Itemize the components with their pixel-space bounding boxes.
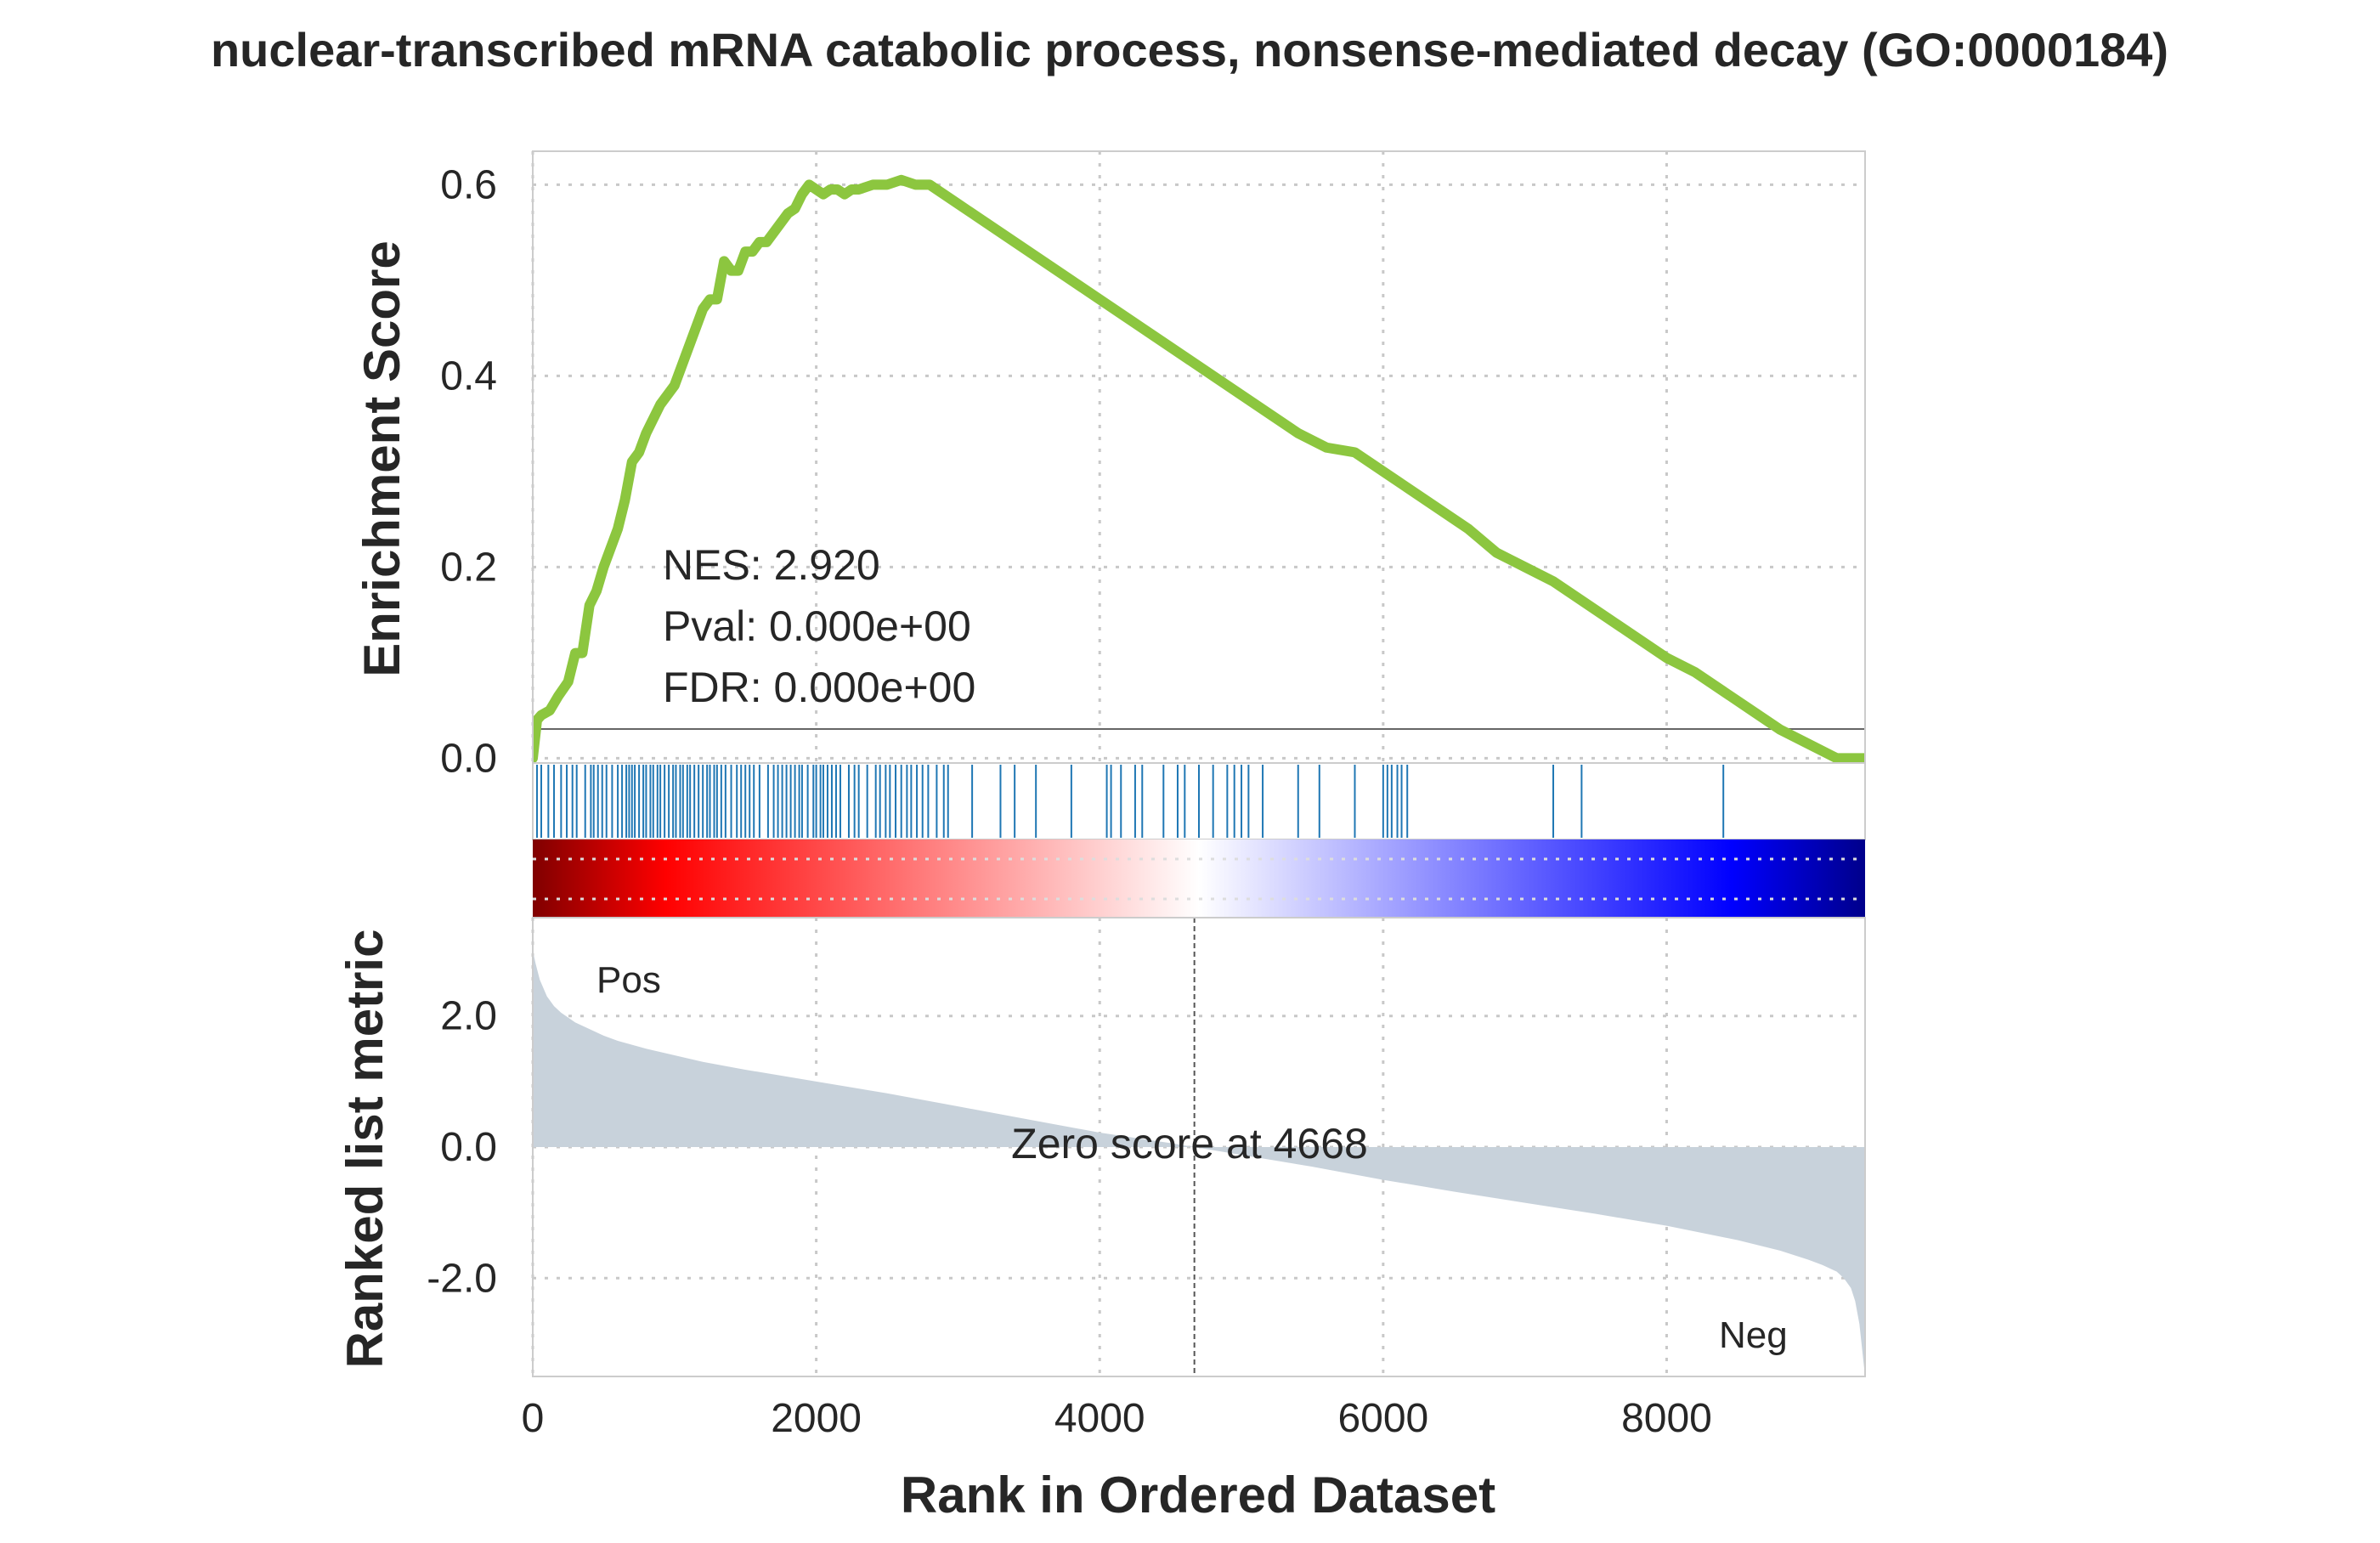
enrichment-y-ticks: 0.0 0.2 0.4 0.6 xyxy=(440,162,497,781)
x-tick-label: 2000 xyxy=(771,1396,862,1441)
enrichment-panel: 0.0 0.2 0.4 0.6 Enrichment Score NES: 2.920… xyxy=(353,150,1866,781)
x-axis-ticks: 0 2000 4000 6000 8000 xyxy=(522,1396,1712,1441)
nes-stat: NES: 2.920 xyxy=(663,541,880,589)
ranked-y-ticks: -2.0 0.0 2.0 xyxy=(427,994,497,1302)
ranked-frame xyxy=(532,917,1866,1377)
x-tick-label: 4000 xyxy=(1054,1396,1145,1441)
y-tick-label: 2.0 xyxy=(440,994,497,1039)
neg-label: Neg xyxy=(1719,1314,1788,1356)
x-axis-label: Rank in Ordered Dataset xyxy=(901,1467,1495,1523)
y-tick-label: 0.0 xyxy=(440,1125,497,1170)
rank-heatmap xyxy=(533,839,1865,918)
y-tick-label: -2.0 xyxy=(427,1256,497,1301)
enrichment-y-axis-label: Enrichment Score xyxy=(353,240,410,677)
y-tick-label: 0.0 xyxy=(440,736,497,781)
hits-panel xyxy=(532,762,1866,840)
ranked-metric-panel: -2.0 0.0 2.0 Zero score at 4668 Pos Neg Ra… xyxy=(336,917,1866,1377)
ranked-y-axis-label: Ranked list metric xyxy=(336,930,393,1369)
gene-hit-marks xyxy=(536,765,1725,838)
fdr-stat: FDR: 0.000e+00 xyxy=(663,664,975,711)
enrichment-score-line xyxy=(533,174,1865,763)
enrichment-grid xyxy=(531,151,1865,763)
zero-score-label: Zero score at 4668 xyxy=(1011,1120,1368,1167)
y-tick-label: 0.6 xyxy=(440,162,497,207)
chart-title: nuclear-transcribed mRNA catabolic proce… xyxy=(211,23,2168,76)
rank-heatmap-bar xyxy=(533,839,1865,918)
pval-stat: Pval: 0.000e+00 xyxy=(663,602,971,650)
x-tick-label: 0 xyxy=(522,1396,545,1441)
y-tick-label: 0.2 xyxy=(440,545,497,590)
pos-label: Pos xyxy=(596,959,661,1001)
x-tick-label: 6000 xyxy=(1337,1396,1428,1441)
ranked-metric-area xyxy=(533,950,1865,1376)
x-tick-label: 8000 xyxy=(1621,1396,1712,1441)
y-tick-label: 0.4 xyxy=(440,353,497,398)
